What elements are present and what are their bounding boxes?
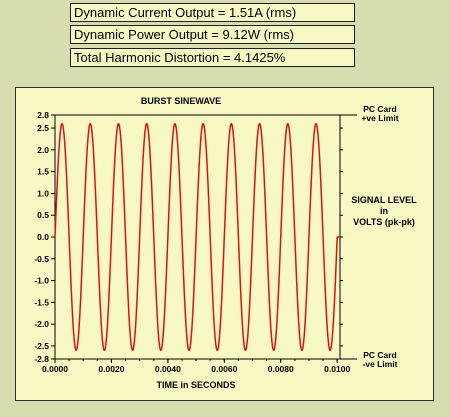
x-tick-label: 0.0040	[155, 364, 181, 374]
y-label-line: in	[380, 206, 388, 216]
x-tick-label: 0.0080	[268, 364, 294, 374]
y-tick-label: 1.5	[37, 167, 49, 177]
power-output-readout: Dynamic Power Output = 9.12W (rms)	[70, 25, 355, 44]
y-tick-label: 0.0	[37, 232, 49, 242]
y-tick-label: -1.0	[34, 276, 49, 286]
x-axis-label: TIME in SECONDS	[156, 380, 235, 390]
burst-sinewave-chart: BURST SINEWAVE TIME in SECONDS 2.8 2.5 2.0…	[34, 96, 417, 390]
y-tick-label: -0.5	[34, 254, 49, 264]
limit-label: -ve Limit	[363, 359, 398, 369]
thd-readout: Total Harmonic Distortion = 4.1425%	[70, 48, 355, 67]
y-tick-label: 0.5	[37, 210, 49, 220]
y-tick-label: -2.0	[34, 319, 49, 329]
limit-label: PC Card	[363, 350, 397, 360]
limit-label: +ve Limit	[361, 113, 398, 123]
y-tick-label: -2.5	[34, 341, 49, 351]
x-tick-label: 0.0020	[98, 364, 124, 374]
y-tick-label: 2.5	[37, 123, 49, 133]
chart-panel: BURST SINEWAVE TIME in SECONDS 2.8 2.5 2.0…	[15, 87, 434, 401]
y-tick-label: 2.0	[37, 145, 49, 155]
burst-sinewave-line	[54, 122, 340, 352]
y-tick-label: -2.8	[34, 354, 49, 364]
y-label-line: VOLTS (pk-pk)	[353, 217, 415, 227]
chart-title: BURST SINEWAVE	[141, 96, 221, 106]
current-output-readout: Dynamic Current Output = 1.51A (rms)	[70, 3, 355, 22]
x-axis-ticks: 0.0000 0.0020 0.0040 0.0060 0.0080 0.0100	[42, 359, 350, 374]
limit-label: PC Card	[363, 104, 397, 114]
y-tick-label: 1.0	[37, 188, 49, 198]
x-tick-label: 0.0000	[42, 364, 68, 374]
y-axis-ticks: 2.8 2.5 2.0 1.5 1.0 0.5 0.0 -0.5 -1.0 -1.5 -2.0 -2.…	[34, 110, 343, 364]
x-tick-label: 0.0060	[211, 364, 237, 374]
y-label-line: SIGNAL LEVEL	[351, 195, 417, 205]
x-tick-label: 0.0100	[324, 364, 350, 374]
y-tick-label: -1.5	[34, 297, 49, 307]
y-tick-label: 2.8	[37, 110, 49, 120]
